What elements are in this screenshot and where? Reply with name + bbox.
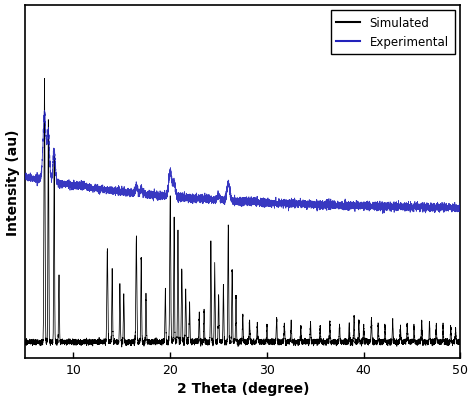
Y-axis label: Intensity (au): Intensity (au) — [6, 129, 19, 235]
Legend: Simulated, Experimental: Simulated, Experimental — [330, 12, 455, 55]
X-axis label: 2 Theta (degree): 2 Theta (degree) — [176, 381, 309, 395]
